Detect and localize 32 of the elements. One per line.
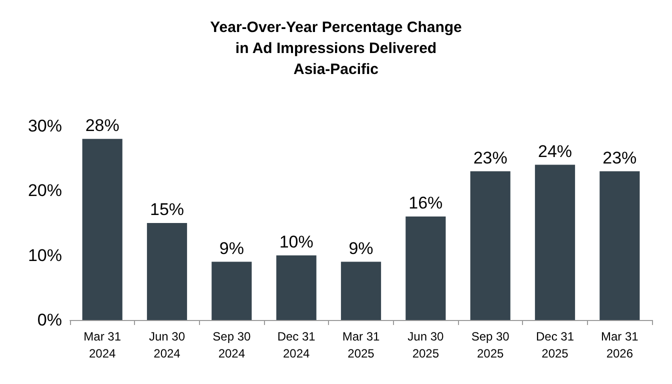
data-label: 23% bbox=[602, 148, 637, 168]
x-tick-label: Mar 31 2026 bbox=[600, 330, 639, 360]
bar bbox=[340, 262, 382, 320]
data-label: 16% bbox=[408, 194, 443, 213]
bar bbox=[600, 171, 640, 320]
data-label: 23% bbox=[473, 148, 508, 168]
data-label: 9% bbox=[219, 238, 244, 258]
x-tick-label: Jun 30 2025 bbox=[408, 330, 444, 360]
y-tick-label: 20% bbox=[28, 181, 62, 200]
data-label: 10% bbox=[279, 232, 314, 252]
bar bbox=[406, 216, 446, 320]
x-tick-label: Mar 31 2025 bbox=[342, 330, 380, 360]
bar bbox=[212, 262, 252, 320]
data-label: 9% bbox=[348, 238, 374, 258]
bar bbox=[82, 138, 122, 320]
y-tick-label: 0% bbox=[37, 310, 62, 330]
chart-title: Year-Over-Year Percentage Change in Ad Impressions Delivered Asia-Pacific bbox=[210, 19, 462, 78]
data-label: 24% bbox=[538, 142, 572, 161]
x-tick-label: Jun 30 2024 bbox=[148, 330, 186, 360]
x-tick-label: Sep 30 2024 bbox=[212, 330, 252, 360]
bar bbox=[276, 255, 316, 320]
x-tick-label: Dec 31 2024 bbox=[277, 330, 316, 360]
bar bbox=[146, 223, 188, 320]
data-label: 28% bbox=[85, 116, 120, 135]
data-label: 15% bbox=[150, 200, 184, 219]
x-tick-label: Dec 31 2025 bbox=[536, 330, 574, 360]
y-tick-label: 30% bbox=[28, 116, 62, 136]
x-tick-label: Sep 30 2025 bbox=[471, 330, 510, 360]
y-tick-label: 10% bbox=[28, 246, 62, 265]
bar bbox=[534, 164, 576, 320]
bar bbox=[470, 171, 510, 320]
x-tick-label: Mar 31 2024 bbox=[84, 330, 122, 360]
